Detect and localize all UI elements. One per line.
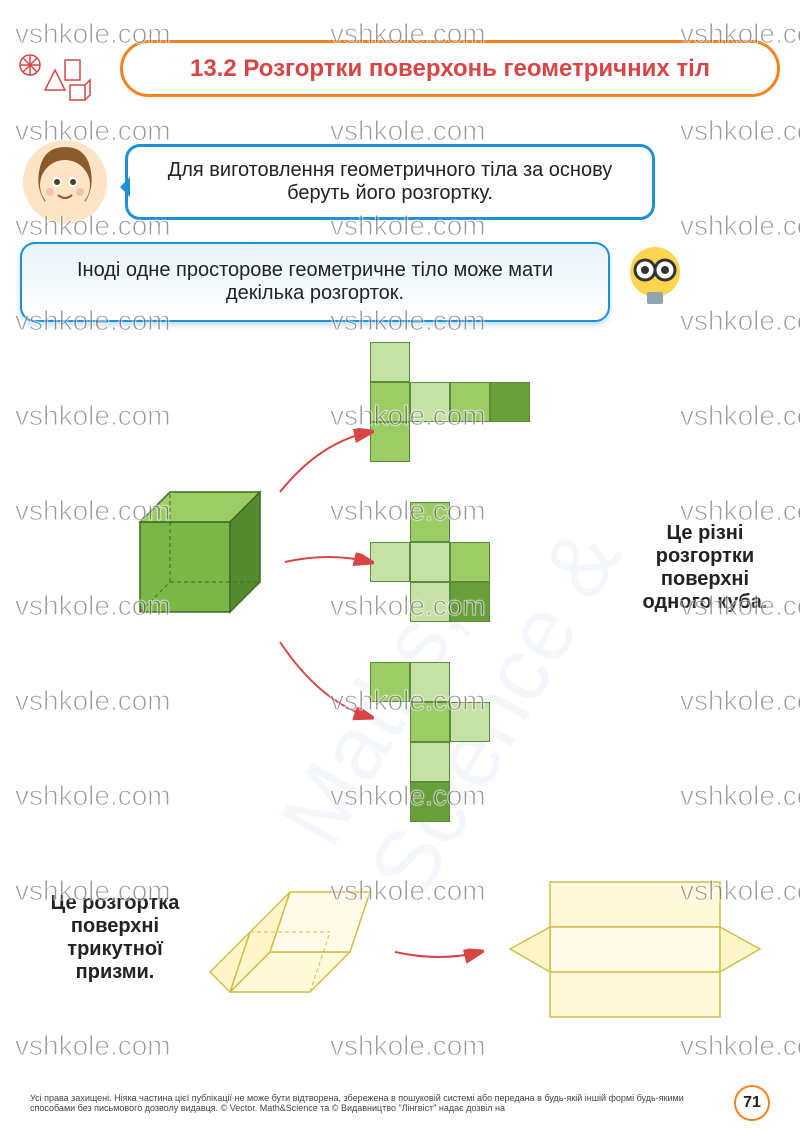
cube-net [370, 662, 570, 862]
net-cell [410, 662, 450, 702]
net-cell [450, 702, 490, 742]
page-header: 13.2 Розгортки поверхонь геометричних ті… [0, 0, 800, 107]
tip-text: Іноді одне просторове геометричне тіло м… [47, 259, 583, 305]
prism-section: Це розгортка поверхні трикутної призми. [20, 862, 780, 1062]
net-cell [490, 382, 530, 422]
net-cell [410, 702, 450, 742]
net-cell [410, 782, 450, 822]
prism-3d [190, 872, 390, 1032]
page-number: 71 [734, 1085, 770, 1121]
cube-caption: Це різні розгортки поверхні одного куба. [630, 522, 780, 614]
tip-box: Іноді одне просторове геометричне тіло м… [20, 242, 610, 322]
net-cell [410, 582, 450, 622]
net-cell [410, 542, 450, 582]
net-cell [370, 382, 410, 422]
girl-avatar [20, 137, 110, 227]
prism-net [490, 862, 780, 1042]
copyright-text: Усі права захищені. Ніяка частина цієї п… [30, 1093, 724, 1113]
arrow-2 [280, 542, 380, 582]
net-cell [410, 502, 450, 542]
speech-section: Для виготовлення геометричного тіла за о… [20, 137, 780, 227]
lightbulb-icon [620, 242, 690, 322]
speech-text: Для виготовлення геометричного тіла за о… [148, 159, 632, 205]
math-tools-icon [15, 50, 95, 115]
net-cell [450, 382, 490, 422]
net-cell [410, 382, 450, 422]
arrow-3 [270, 632, 390, 732]
net-cell [450, 582, 490, 622]
speech-bubble: Для виготовлення геометричного тіла за о… [125, 144, 655, 220]
arrow-prism [390, 932, 490, 972]
net-cell [370, 342, 410, 382]
cube-3d [120, 482, 280, 657]
page-footer: Усі права захищені. Ніяка частина цієї п… [0, 1085, 800, 1121]
cube-nets-section: Це різні розгортки поверхні одного куба. [20, 342, 780, 842]
net-cell [410, 742, 450, 782]
section-title-box: 13.2 Розгортки поверхонь геометричних ті… [120, 40, 780, 97]
section-title: 13.2 Розгортки поверхонь геометричних ті… [153, 53, 747, 84]
tip-section: Іноді одне просторове геометричне тіло м… [20, 242, 780, 322]
prism-caption: Це розгортка поверхні трикутної призми. [30, 892, 200, 984]
net-cell [450, 542, 490, 582]
arrow-1 [270, 422, 390, 502]
